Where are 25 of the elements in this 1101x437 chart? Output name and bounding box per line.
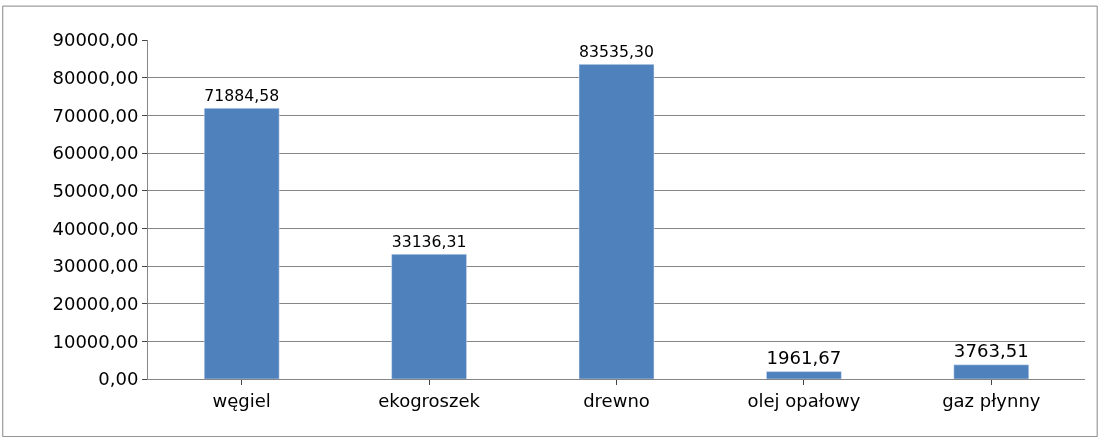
data-label: 33136,31 [391, 232, 467, 252]
bar [578, 64, 655, 379]
x-tick-label: gaz płynny [942, 389, 1041, 411]
x-tick-label: drewno [583, 389, 650, 411]
data-label: 1961,67 [766, 347, 842, 369]
x-tick-label: węgiel [212, 389, 271, 411]
y-tick-label: 20000,00 [52, 292, 139, 314]
data-label: 3763,51 [953, 340, 1029, 362]
y-tick-label: 60000,00 [52, 142, 139, 164]
y-tick-label: 70000,00 [52, 104, 139, 126]
x-tick-label: olej opałowy [747, 389, 861, 411]
data-label: 83535,30 [579, 42, 654, 62]
y-tick-label: 90000,00 [52, 29, 139, 51]
y-tick-label: 0,00 [98, 368, 139, 390]
bar [203, 107, 280, 379]
y-tick-label: 30000,00 [52, 255, 139, 277]
bar [766, 371, 842, 379]
y-tick-label: 40000,00 [52, 217, 139, 239]
y-tick-label: 80000,00 [52, 66, 139, 88]
data-label: 71884,58 [204, 86, 280, 106]
bar [391, 253, 467, 379]
y-tick-label: 50000,00 [52, 179, 139, 201]
x-tick-label: ekogroszek [378, 389, 481, 411]
bar [953, 364, 1030, 379]
y-tick-label: 10000,00 [52, 330, 139, 352]
